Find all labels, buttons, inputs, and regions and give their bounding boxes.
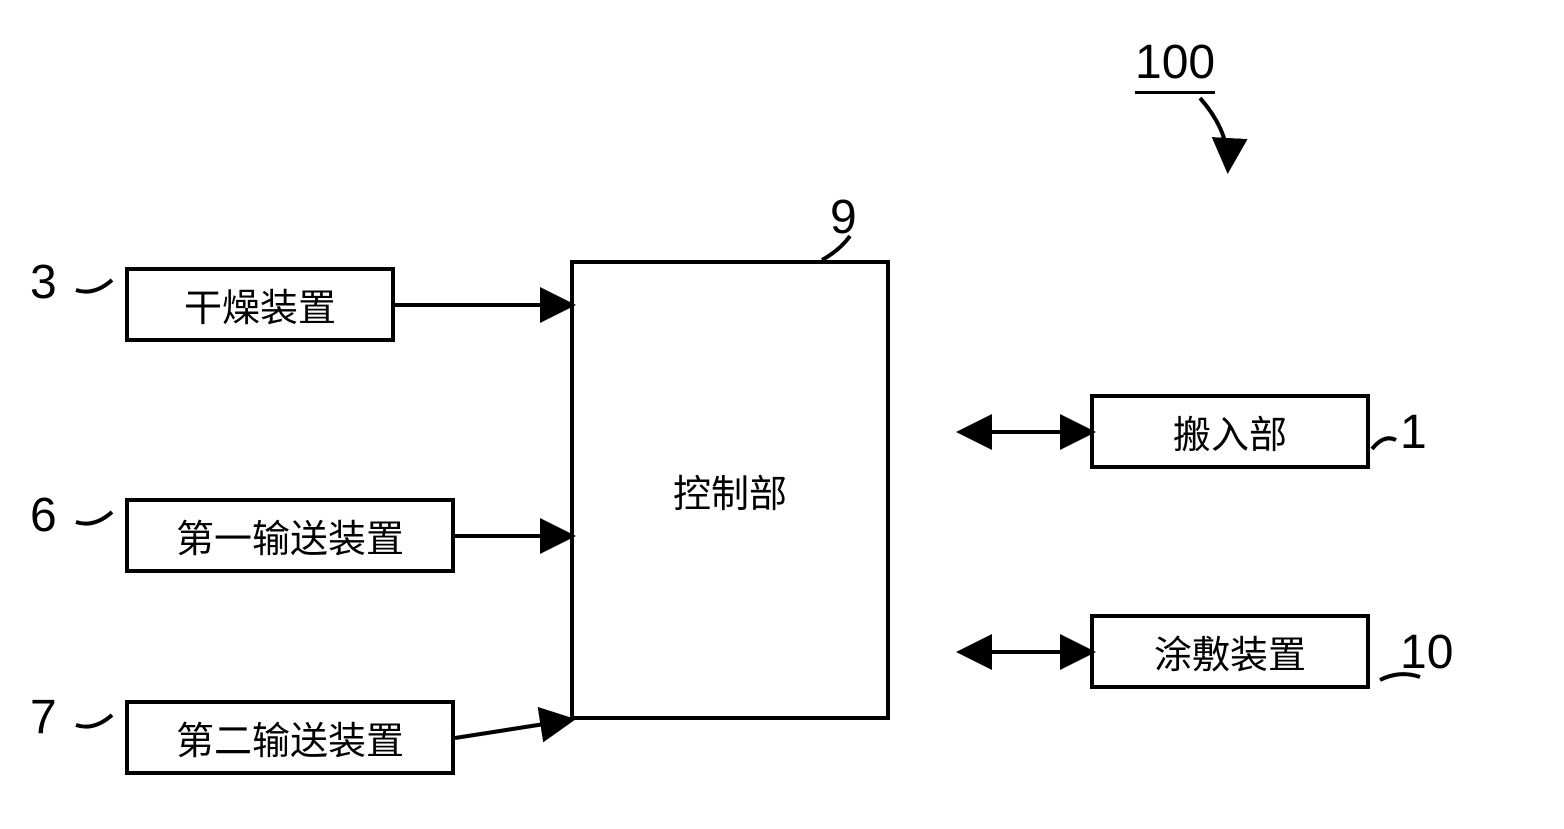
box-drying-device: 干燥装置 — [125, 267, 395, 342]
box-coating-device: 涂敷装置 — [1090, 614, 1370, 689]
box-control-unit: 控制部 — [570, 260, 890, 720]
ref-1: 1 — [1400, 405, 1427, 460]
ref-10: 10 — [1400, 625, 1453, 680]
box-first-transport: 第一输送装置 — [125, 498, 455, 573]
ref-100: 100 — [1135, 35, 1215, 90]
ref-100-text: 100 — [1135, 36, 1215, 94]
ref-9: 9 — [830, 190, 857, 245]
ref-3: 3 — [30, 255, 57, 310]
label-drying-device: 干燥装置 — [184, 277, 336, 332]
box-carry-in: 搬入部 — [1090, 394, 1370, 469]
box-second-transport: 第二输送装置 — [125, 700, 455, 775]
label-second-transport: 第二输送装置 — [176, 710, 404, 765]
ref-7: 7 — [30, 690, 57, 745]
label-coating-device: 涂敷装置 — [1154, 624, 1306, 679]
ref-6: 6 — [30, 488, 57, 543]
label-first-transport: 第一输送装置 — [176, 508, 404, 563]
label-control-unit: 控制部 — [673, 463, 787, 518]
label-carry-in: 搬入部 — [1173, 404, 1287, 459]
